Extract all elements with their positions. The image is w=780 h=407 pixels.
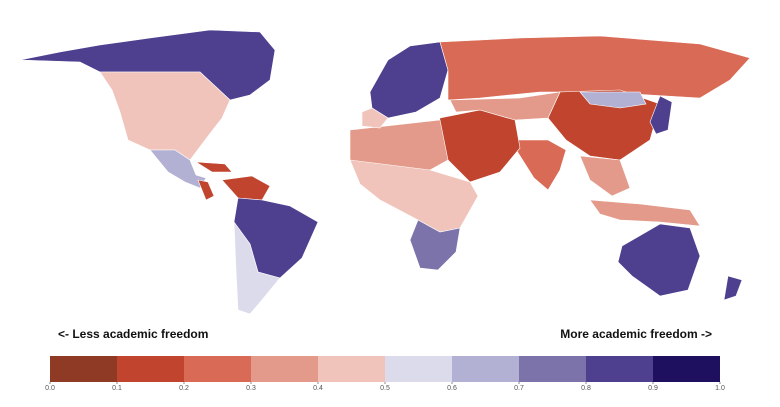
legend-tick-label: 0.5 (380, 385, 390, 392)
legend-swatch (184, 356, 251, 382)
legend-tick-label: 0.4 (313, 385, 323, 392)
legend-swatch (318, 356, 385, 382)
country (361, 107, 389, 129)
legend-swatch (251, 356, 318, 382)
legend-swatch (50, 356, 117, 382)
annotation-left: <- Less academic freedom (58, 327, 208, 341)
country-layer (19, 29, 751, 315)
country (723, 275, 743, 301)
legend-swatch (586, 356, 653, 382)
country (589, 199, 701, 227)
legend-swatch (519, 356, 586, 382)
country (99, 71, 231, 161)
legend-tick-label: 0.3 (246, 385, 256, 392)
legend-tick-label: 0.1 (112, 385, 122, 392)
color-legend: 0.0 0.1 0.2 0.3 0.4 0.5 0.6 0.7 0.8 0.9 1.0 (45, 356, 725, 392)
legend-swatch (385, 356, 452, 382)
country (435, 109, 521, 183)
country (221, 175, 271, 201)
legend-tick-label: 1.0 (715, 385, 725, 392)
country (617, 223, 701, 297)
country (369, 41, 449, 119)
country (233, 221, 281, 315)
country (449, 91, 561, 121)
legend-tick-label: 0.0 (45, 385, 55, 392)
country (195, 161, 233, 201)
country (579, 155, 631, 197)
country (149, 149, 207, 189)
country (509, 139, 567, 191)
legend-swatch (653, 356, 720, 382)
legend-tick-label: 0.8 (581, 385, 591, 392)
legend-tick-label: 0.6 (447, 385, 457, 392)
country (409, 219, 461, 271)
annotation-right: More academic freedom -> (560, 327, 712, 341)
legend-swatch (117, 356, 184, 382)
country (439, 35, 751, 101)
legend-tick-label: 0.2 (179, 385, 189, 392)
country (649, 95, 673, 135)
legend-tick-label: 0.7 (514, 385, 524, 392)
country (579, 91, 647, 109)
legend-swatch (452, 356, 519, 382)
legend-tick-label: 0.9 (648, 385, 658, 392)
